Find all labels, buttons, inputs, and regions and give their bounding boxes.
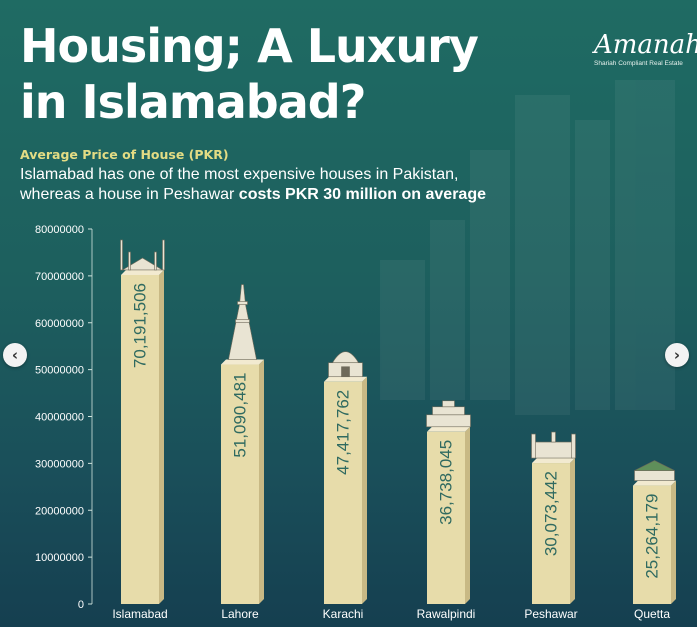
bar-lahore — [221, 359, 264, 604]
y-tick-label: 40000000 — [35, 412, 84, 424]
bar-side — [671, 480, 676, 604]
title-line-1: Housing; A Luxury — [20, 19, 479, 73]
bar-rawalpindi — [427, 426, 470, 604]
y-tick-label: 20000000 — [35, 505, 84, 517]
bar — [324, 381, 362, 604]
y-tick-label: 70000000 — [35, 271, 84, 283]
bar-value-label: 25,264,179 — [643, 494, 662, 579]
bar — [427, 431, 465, 604]
bar-quetta — [633, 480, 676, 604]
bar-value-label: 70,191,506 — [131, 283, 150, 368]
faisal-mosque-icon — [120, 239, 165, 271]
x-tick-label: Peshawar — [524, 607, 577, 621]
page-title: Housing; A Luxury in Islamabad? — [20, 18, 479, 130]
description-line-2: whereas a house in Peshawar costs PKR 30… — [20, 185, 660, 205]
x-tick-label: Islamabad — [112, 607, 167, 621]
x-tick-label: Lahore — [221, 607, 259, 621]
bar — [633, 485, 671, 604]
bar-side — [465, 426, 470, 604]
chart-description: Islamabad has one of the most expensive … — [20, 165, 660, 205]
bar-top — [427, 426, 470, 432]
bar-value-label: 47,417,762 — [334, 390, 353, 475]
description-line-2-plain: whereas a house in Peshawar — [20, 186, 239, 203]
x-tick-label: Quetta — [634, 607, 670, 621]
y-tick-label: 50000000 — [35, 365, 84, 377]
y-tick-label: 60000000 — [35, 318, 84, 330]
bar-top — [324, 376, 367, 382]
description-line-2-bold: costs PKR 30 million on average — [238, 186, 486, 203]
carousel-prev-button[interactable]: ‹ — [3, 343, 27, 367]
rawalpindi-landmark-icon — [426, 400, 471, 428]
bar-top — [633, 480, 676, 486]
bar-karachi — [324, 376, 367, 604]
minar-e-pakistan-icon — [228, 284, 257, 360]
y-tick-label: 0 — [78, 599, 84, 611]
y-tick-label: 80000000 — [35, 224, 84, 236]
bar — [532, 463, 570, 604]
bar-value-label: 30,073,442 — [542, 471, 561, 556]
carousel-next-button[interactable]: › — [665, 343, 689, 367]
bar-peshawar — [532, 458, 575, 604]
amanah-logo: Amanah Shariah Compliant Real Estate — [594, 30, 697, 67]
peshawar-landmark-icon — [531, 431, 576, 459]
logo-word: Amanah — [594, 30, 697, 60]
bar-value-label: 51,090,481 — [231, 373, 250, 458]
bar — [221, 364, 259, 604]
bar-side — [259, 359, 264, 604]
x-tick-label: Karachi — [323, 607, 364, 621]
y-tick-label: 30000000 — [35, 458, 84, 470]
chart-subtitle: Average Price of House (PKR) — [20, 147, 229, 162]
bar-islamabad — [121, 269, 164, 604]
x-tick-label: Rawalpindi — [417, 607, 476, 621]
logo-tagline: Shariah Compliant Real Estate — [594, 60, 683, 67]
mazar-e-quaid-icon — [328, 351, 363, 378]
bar-value-label: 36,738,045 — [437, 440, 456, 525]
bar-top — [221, 359, 264, 365]
quetta-landmark-icon — [634, 460, 675, 481]
bar-side — [570, 458, 575, 604]
bar — [121, 274, 159, 604]
bar-top — [121, 269, 164, 275]
bar-side — [159, 269, 164, 604]
title-line-2: in Islamabad? — [20, 75, 366, 129]
description-line-1: Islamabad has one of the most expensive … — [20, 166, 459, 183]
bar-side — [362, 376, 367, 604]
bar-top — [532, 458, 575, 464]
y-tick-label: 10000000 — [35, 552, 84, 564]
